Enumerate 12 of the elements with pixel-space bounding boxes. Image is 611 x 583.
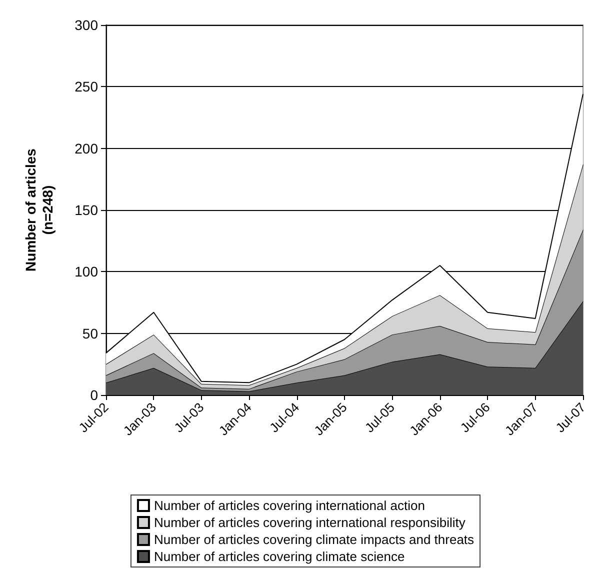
y-axis-title: Number of articles (n=248): [22, 148, 56, 272]
legend-label: Number of articles covering climate science: [154, 549, 405, 564]
y-tick-label: 0: [90, 387, 98, 403]
y-tick-label: 50: [82, 325, 98, 342]
legend-label: Number of articles covering international responsibility: [154, 515, 466, 530]
y-tick-label: 100: [74, 264, 98, 280]
y-tick-label: 250: [74, 78, 98, 95]
legend-label: Number of articles covering climate impacts and threats: [154, 532, 475, 547]
y-tick-label: 150: [74, 202, 98, 218]
legend-label: Number of articles covering international action: [154, 498, 425, 513]
y-tick-label: 200: [74, 140, 98, 156]
y-tick-label: 300: [74, 17, 98, 33]
